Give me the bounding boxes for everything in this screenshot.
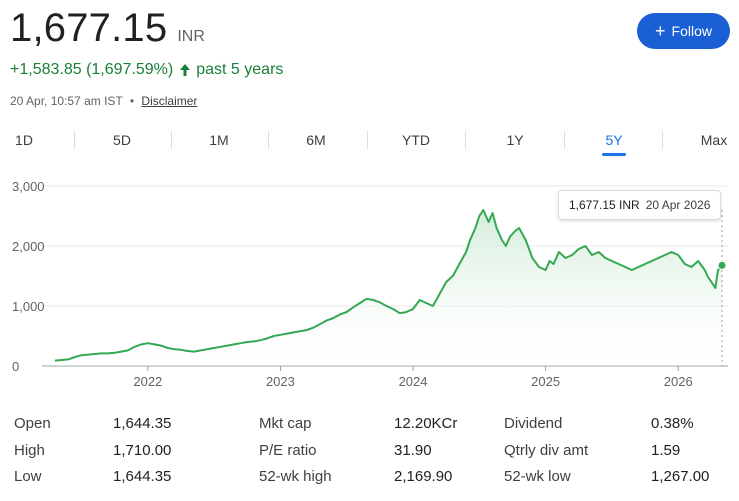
- x-tick-label: 2025: [531, 374, 560, 389]
- y-tick-label: 2,000: [12, 239, 45, 254]
- last-point-marker: [717, 260, 727, 270]
- tab-divider: [465, 131, 466, 149]
- stat-label-pe-ratio: P/E ratio: [259, 442, 317, 459]
- stat-value-dividend: 0.38%: [651, 415, 694, 432]
- price-header: 1,677.15 INR: [10, 6, 205, 51]
- current-price: 1,677.15: [10, 6, 168, 50]
- quote-meta: 20 Apr, 10:57 am IST • Disclaimer: [10, 94, 197, 108]
- stat-label-qtrly-div: Qtrly div amt: [504, 442, 589, 459]
- stat-value-high: 1,710.00: [113, 442, 172, 459]
- tab-divider: [662, 131, 663, 149]
- meta-separator: •: [129, 94, 135, 108]
- tab-5d[interactable]: 5D: [113, 132, 131, 148]
- chart-tooltip: 1,677.15 INR 20 Apr 2026: [558, 190, 722, 220]
- follow-button[interactable]: + Follow: [637, 13, 730, 49]
- stat-label-mkt-cap: Mkt cap: [259, 415, 312, 432]
- tab-divider: [171, 131, 172, 149]
- tab-divider: [268, 131, 269, 149]
- x-tick-label: 2022: [133, 374, 162, 389]
- x-tick-label: 2026: [664, 374, 693, 389]
- follow-label: Follow: [671, 23, 712, 39]
- tab-5y[interactable]: 5Y: [605, 132, 623, 148]
- stat-value-mkt-cap: 12.20KCr: [394, 415, 458, 432]
- stat-value-52wk-low: 1,267.00: [651, 468, 710, 485]
- stat-value-open: 1,644.35: [113, 415, 172, 432]
- y-tick-label: 0: [12, 359, 19, 374]
- tooltip-date: 20 Apr 2026: [645, 198, 711, 212]
- tab-6m[interactable]: 6M: [306, 132, 326, 148]
- tab-1y[interactable]: 1Y: [506, 132, 524, 148]
- stat-label-52wk-low: 52-wk low: [504, 468, 571, 485]
- x-tick-label: 2023: [266, 374, 295, 389]
- stat-label-low: Low: [14, 468, 42, 485]
- stat-value-52wk-high: 2,169.90: [394, 468, 453, 485]
- price-area-fill: [55, 210, 722, 366]
- stat-value-low: 1,644.35: [113, 468, 172, 485]
- active-tab-indicator: [602, 153, 626, 156]
- stat-value-pe-ratio: 31.90: [394, 442, 432, 459]
- stat-label-open: Open: [14, 415, 51, 432]
- x-tick-label: 2024: [399, 374, 428, 389]
- price-chart[interactable]: 3,000 2,000 1,000 0 2022 2023 2024 2025 2026: [0, 170, 739, 395]
- tab-divider: [74, 131, 75, 149]
- y-tick-label: 1,000: [12, 299, 45, 314]
- tab-max[interactable]: Max: [700, 132, 728, 148]
- tab-divider: [564, 131, 565, 149]
- tooltip-price: 1,677.15 INR: [569, 198, 640, 212]
- change-value: +1,583.85 (1,697.59%): [10, 61, 174, 78]
- range-tabs: 1D 5D 1M 6M YTD 1Y 5Y Max: [0, 124, 739, 156]
- stat-value-qtrly-div: 1.59: [651, 442, 681, 459]
- stat-label-dividend: Dividend: [504, 415, 563, 432]
- price-change: +1,583.85 (1,697.59%) past 5 years: [10, 61, 283, 79]
- stat-label-high: High: [14, 442, 45, 459]
- change-period: past 5 years: [196, 61, 284, 78]
- tab-1d[interactable]: 1D: [15, 132, 33, 148]
- plus-icon: +: [655, 21, 666, 41]
- tab-1m[interactable]: 1M: [209, 132, 229, 148]
- price-line: [54, 209, 723, 362]
- tab-divider: [367, 131, 368, 149]
- tab-ytd[interactable]: YTD: [402, 132, 430, 148]
- y-tick-label: 3,000: [12, 179, 45, 194]
- quote-timestamp: 20 Apr, 10:57 am IST: [10, 94, 123, 108]
- disclaimer-link[interactable]: Disclaimer: [141, 94, 198, 108]
- currency-label: INR: [177, 28, 205, 45]
- stat-label-52wk-high: 52-wk high: [259, 468, 332, 485]
- arrow-up-icon: [180, 64, 191, 76]
